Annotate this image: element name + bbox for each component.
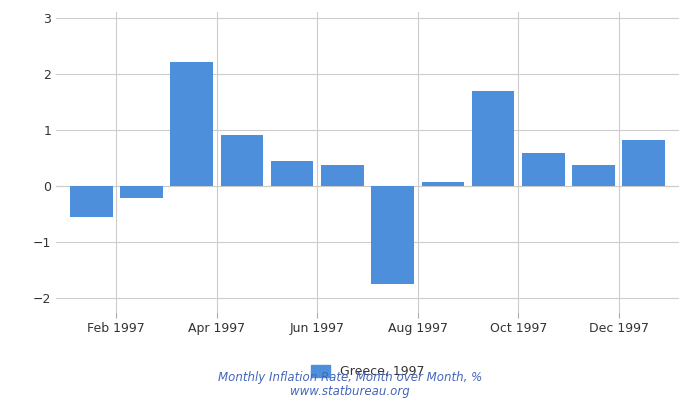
Bar (170, 62, 213, 186)
Bar (572, 165, 615, 186)
Bar (120, 186, 163, 198)
Bar (421, 182, 464, 186)
Bar (622, 140, 665, 186)
Bar (220, 135, 263, 186)
Bar (70, 186, 113, 217)
Bar (522, 153, 565, 186)
Legend: Greece, 1997: Greece, 1997 (306, 360, 429, 384)
Text: Monthly Inflation Rate, Month over Month, %: Monthly Inflation Rate, Month over Month… (218, 372, 482, 384)
Bar (271, 161, 314, 186)
Bar (371, 186, 414, 284)
Bar (472, 90, 514, 186)
Text: www.statbureau.org: www.statbureau.org (290, 386, 410, 398)
Bar (321, 164, 364, 186)
